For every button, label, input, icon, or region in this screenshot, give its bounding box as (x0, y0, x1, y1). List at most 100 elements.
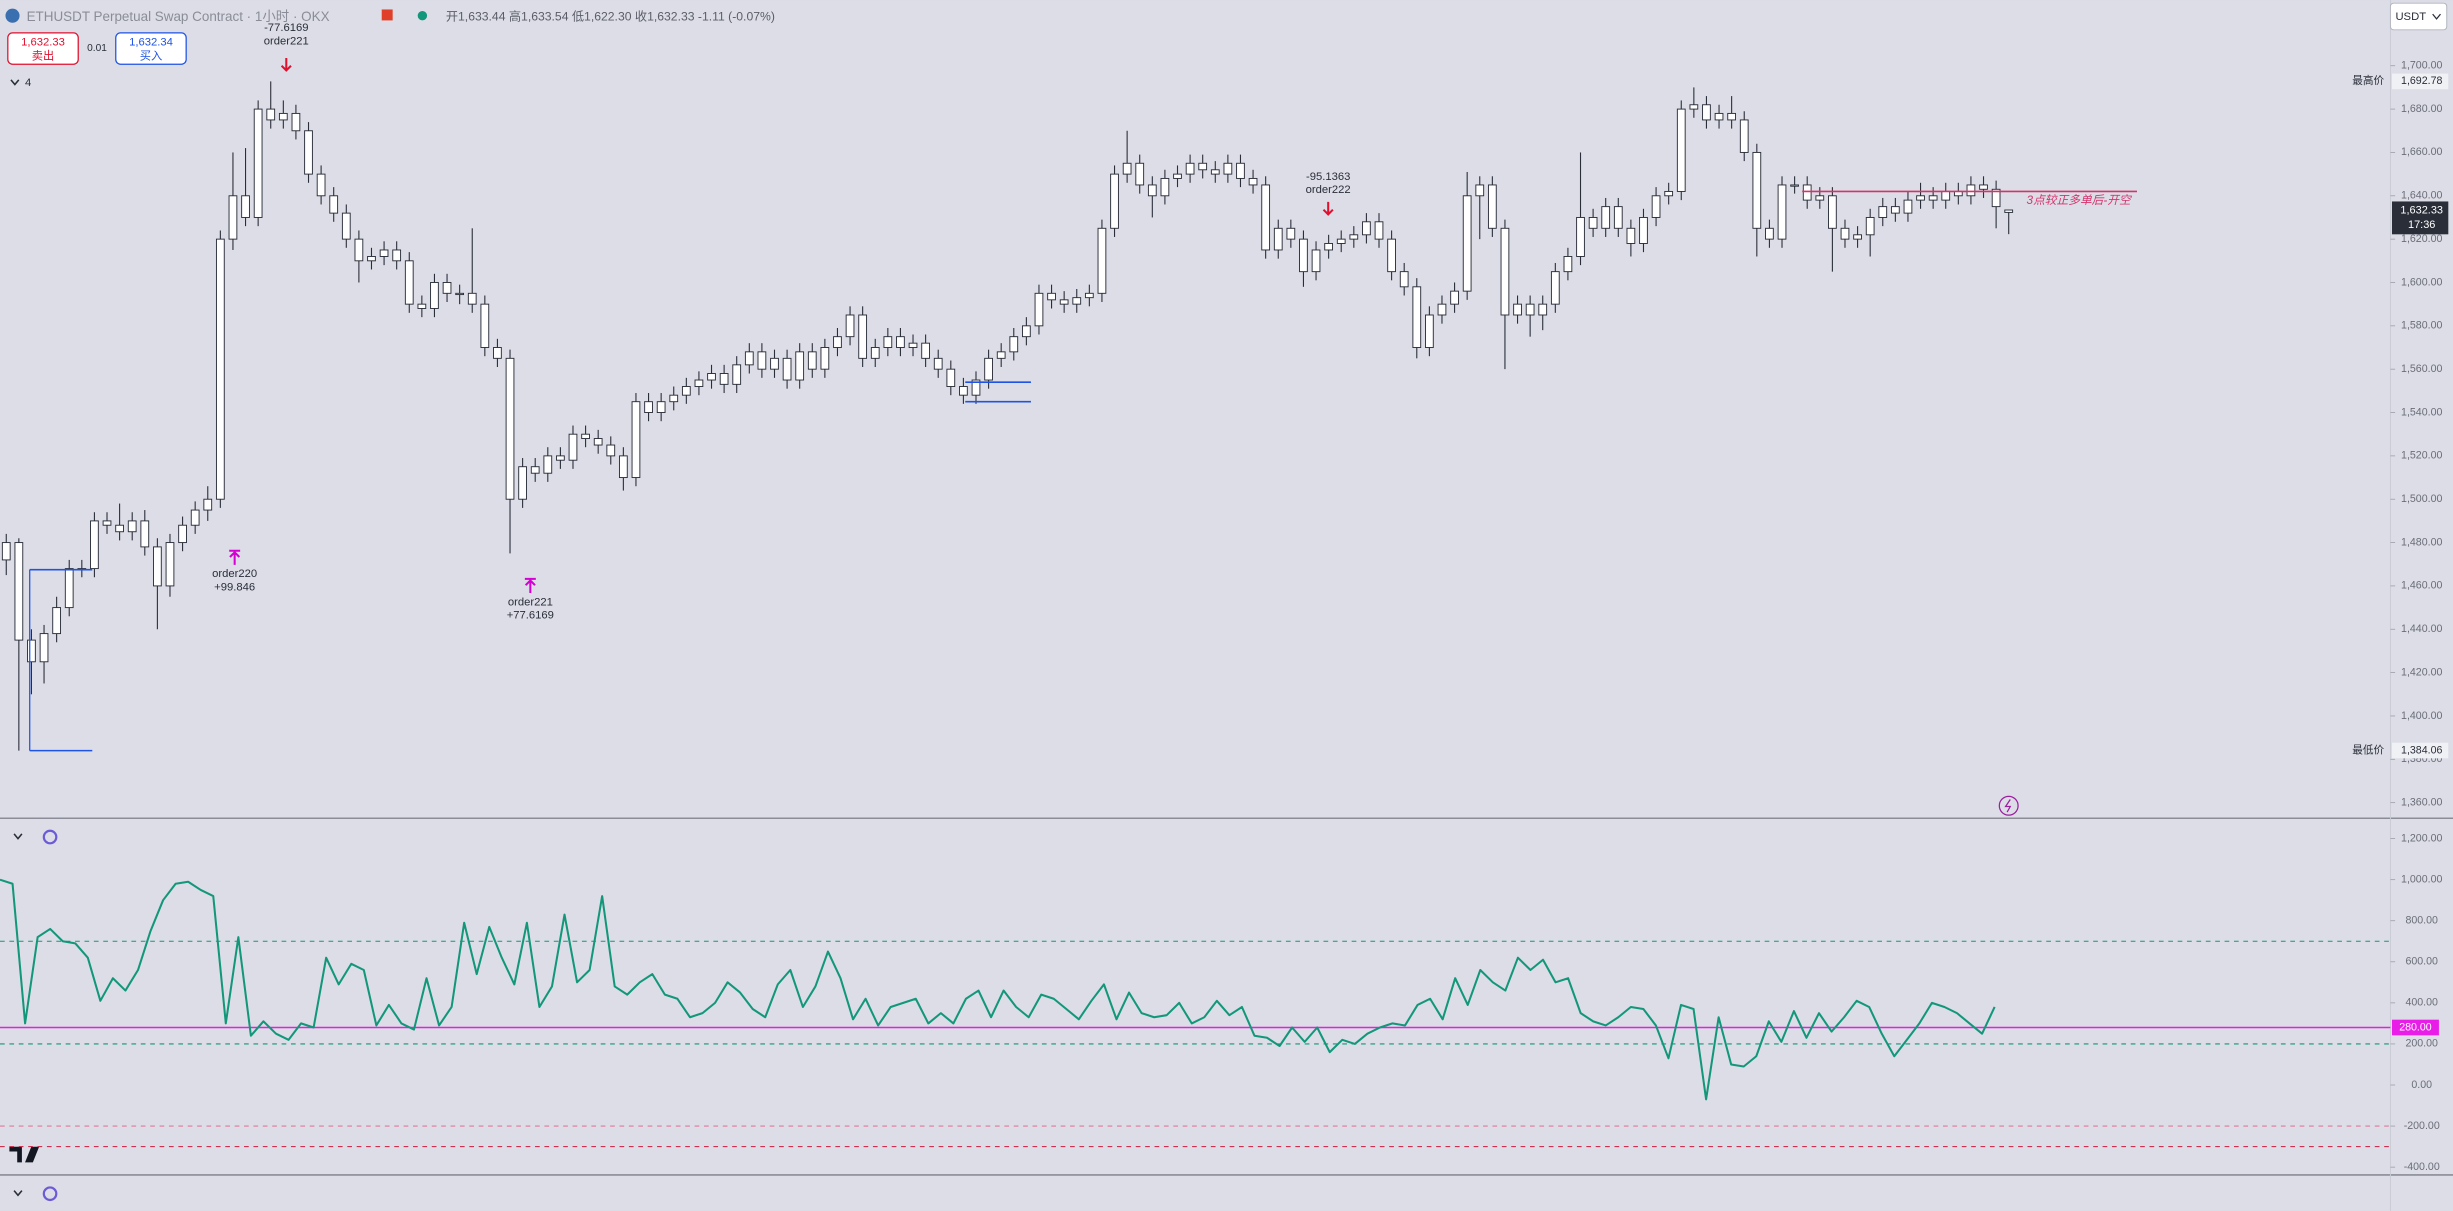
candle-body (1072, 297, 1082, 305)
candle-body (1437, 303, 1447, 316)
currency[interactable]: USDT (2395, 11, 2426, 23)
candle-body (1462, 195, 1472, 292)
candle-body (1639, 216, 1648, 244)
candle-body (379, 249, 389, 257)
order-arrow (524, 577, 536, 593)
candle-body (1399, 271, 1409, 288)
last-price-box (2391, 201, 2449, 235)
candle-body (1815, 195, 1825, 201)
buy-label[interactable]: 买入 (140, 49, 163, 62)
candle-body (770, 357, 779, 370)
candle-body (568, 433, 578, 461)
extreme-box (2391, 73, 2449, 90)
quantity[interactable]: 0.01 (87, 43, 107, 54)
candle-body (1739, 119, 1749, 153)
candle-body (669, 394, 679, 403)
order-arrow (229, 549, 241, 565)
sell-label[interactable]: 卖出 (32, 48, 55, 62)
candle-body (354, 238, 364, 262)
buy-price[interactable]: 1,632.34 (129, 36, 173, 48)
candle-body (807, 351, 817, 370)
candle-body (1097, 227, 1107, 294)
candle-body (291, 112, 301, 132)
candle-body (1563, 256, 1573, 273)
pane-count: 4 (25, 77, 31, 89)
candle-body (1752, 151, 1762, 229)
candle-body (1664, 190, 1674, 197)
extreme-name: 最低价 (2352, 743, 2384, 756)
candle-body (430, 282, 439, 309)
candle-body (1576, 216, 1585, 257)
candle-body (896, 336, 905, 348)
candle-body (833, 336, 842, 348)
indicator-line (0, 878, 1996, 1101)
candle-body (1047, 292, 1056, 301)
candle-body (1412, 286, 1422, 348)
y-tick-label: 1,420.00 (2401, 666, 2442, 678)
currency-chevron[interactable] (2432, 13, 2441, 20)
candle-body (845, 314, 855, 338)
candle-body (971, 379, 981, 396)
pane-icon[interactable] (42, 1186, 58, 1202)
y-tick-label: 1,660.00 (2401, 146, 2442, 158)
candle-body (1160, 177, 1170, 197)
currency-button[interactable] (2389, 2, 2448, 31)
flag-icon[interactable] (381, 9, 393, 21)
candle-body (14, 542, 24, 641)
y-tick-label: 1,400.00 (2401, 710, 2442, 722)
indicator-icon[interactable] (42, 829, 58, 845)
candle-body (1853, 234, 1862, 240)
candle-body (732, 364, 742, 385)
sell-button[interactable] (7, 32, 79, 65)
lightning-button[interactable] (1998, 795, 2019, 816)
countdown: 17:36 (2408, 219, 2435, 231)
candle-body (1941, 190, 1951, 201)
candle-body (39, 633, 49, 663)
candle-body (1248, 177, 1258, 186)
candle-body (1500, 227, 1510, 316)
candle-body (996, 351, 1006, 359)
y-tick-label: 600.00 (2405, 956, 2438, 968)
brand-logo[interactable] (9, 1146, 40, 1163)
candle-body (1299, 238, 1308, 273)
extreme-value: 1,384.06 (2401, 744, 2442, 756)
candle-body (1261, 184, 1271, 251)
candle-body (1765, 227, 1774, 240)
y-tick-label: 1,580.00 (2401, 320, 2442, 332)
candle-body (505, 357, 515, 500)
candle-body (1890, 206, 1900, 214)
candle-body (593, 438, 603, 446)
candle-body (858, 314, 868, 359)
candle-body (1903, 199, 1913, 214)
candle-body (480, 303, 490, 348)
candle-body (870, 347, 880, 359)
pane-chevron[interactable] (13, 1190, 23, 1197)
buy-button[interactable] (115, 32, 187, 65)
candle-body (153, 546, 162, 587)
candle-body (707, 373, 716, 381)
symbol-title[interactable]: ETHUSDT Perpetual Swap Contract · 1小时 · … (27, 9, 330, 24)
candle-body (1525, 303, 1535, 316)
candle-body (1210, 169, 1220, 175)
y-tick-label: 1,440.00 (2401, 623, 2442, 635)
candle-body (1009, 336, 1019, 353)
collapse-chevron[interactable] (10, 79, 20, 86)
sell-price[interactable]: 1,632.33 (21, 36, 65, 48)
candle-body (1084, 292, 1094, 299)
candle-body (933, 357, 943, 370)
indicator-chevron[interactable] (13, 833, 23, 840)
candle-body (1223, 162, 1233, 175)
candle-body (1185, 162, 1195, 175)
candle-body (959, 386, 968, 396)
candle-body (329, 195, 339, 214)
y-tick-label: 1,540.00 (2401, 406, 2442, 418)
candle-body (1966, 184, 1976, 197)
candle-body (908, 342, 918, 348)
candle-body (757, 351, 767, 370)
last-price: 1,632.33 (2400, 205, 2443, 217)
candle-body (278, 112, 288, 121)
candle-body (744, 351, 754, 366)
y-tick-label: 800.00 (2405, 915, 2438, 927)
